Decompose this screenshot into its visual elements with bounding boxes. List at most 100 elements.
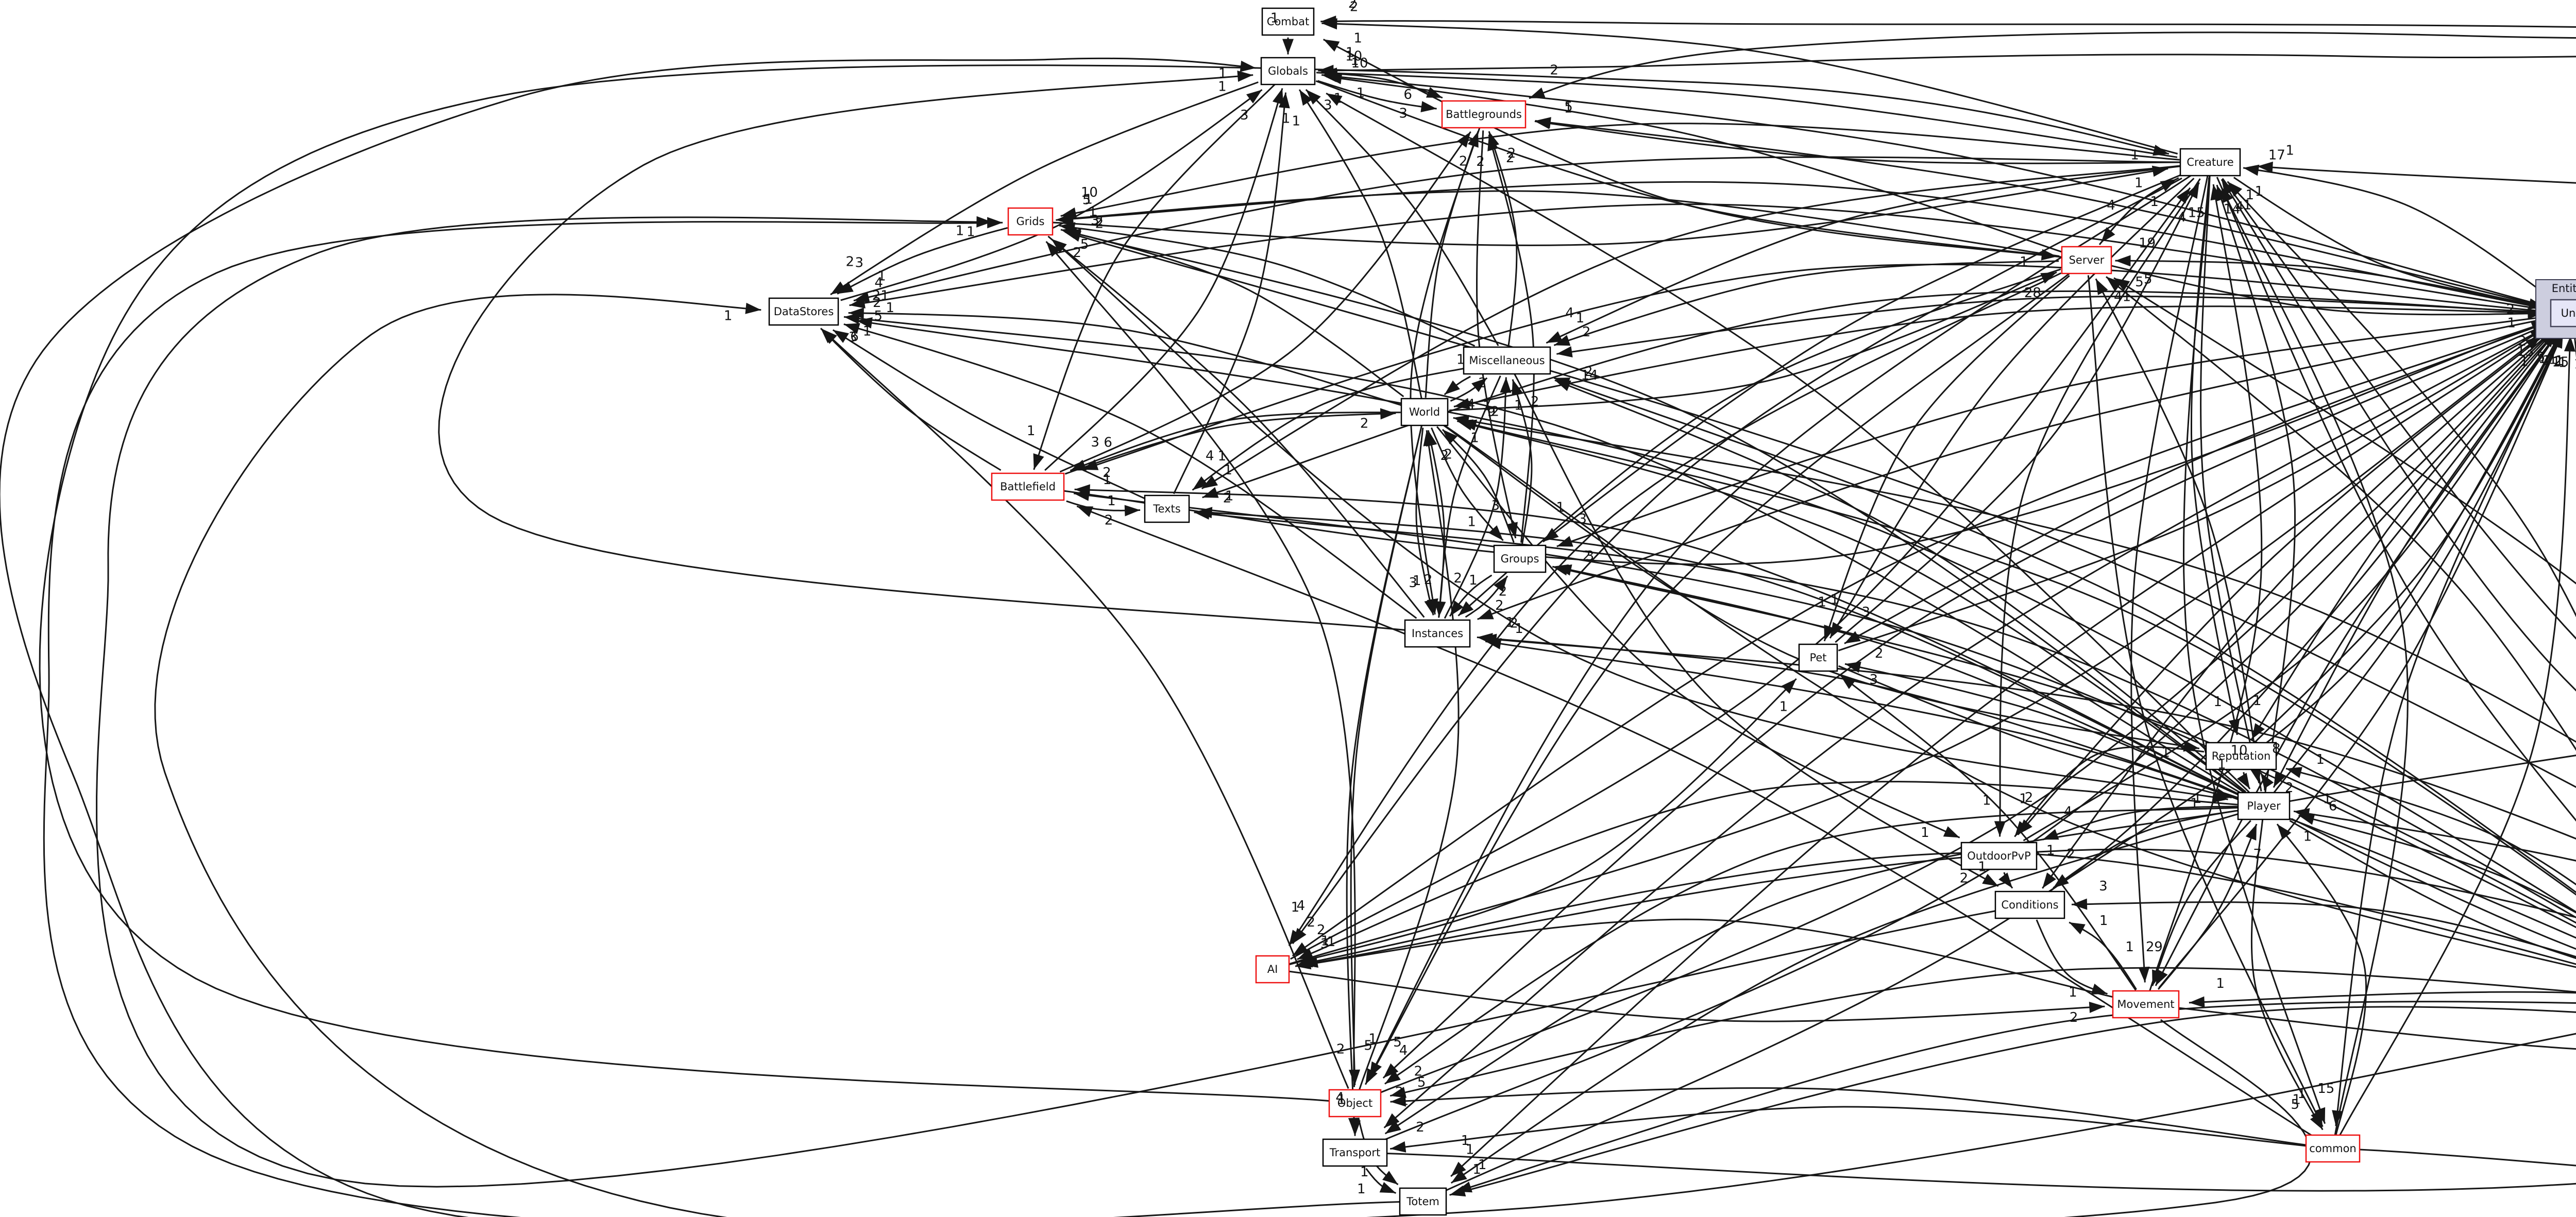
dependency-edge — [1556, 296, 2555, 355]
node-world[interactable]: World — [1400, 398, 1449, 426]
dependency-edge — [1346, 423, 1423, 1134]
dependency-edge — [1535, 120, 2555, 310]
edge-count-label: 1 — [1505, 615, 1514, 630]
node-texts-box[interactable] — [1144, 494, 1190, 523]
node-movement-box[interactable] — [2112, 990, 2180, 1019]
node-battlegrounds-label: Battlegrounds — [1446, 108, 1522, 121]
arrowhead-icon — [2176, 187, 2191, 204]
node-combat-box[interactable] — [1261, 7, 1315, 36]
node-globals[interactable]: Globals — [1260, 57, 1316, 85]
dependency-edge — [1297, 781, 2238, 961]
dependency-edge — [1060, 123, 2180, 217]
node-movement[interactable]: Movement — [2112, 990, 2180, 1019]
node-reputation-box[interactable] — [2205, 742, 2277, 770]
edge-count-label: 2 — [1416, 1120, 1425, 1135]
arrowhead-icon — [1289, 930, 1302, 946]
dependency-edge — [2335, 325, 2567, 1126]
dependency-edge — [1074, 488, 2245, 798]
dependency-edge — [1050, 238, 1425, 618]
node-battlefield-box[interactable] — [991, 472, 1065, 501]
node-battlefield[interactable]: Battlefield — [991, 472, 1065, 501]
node-grids[interactable]: Grids — [1007, 207, 1054, 236]
edge-count-label: 1 — [2125, 939, 2134, 955]
node-unit[interactable]: Unit — [2550, 299, 2576, 328]
node-instances[interactable]: Instances — [1404, 619, 1471, 648]
node-battlegrounds-box[interactable] — [1441, 100, 1527, 129]
dependency-edge — [1326, 92, 2250, 793]
dependency-edge — [2069, 921, 2137, 990]
node-creature-box[interactable] — [2179, 148, 2241, 177]
dependency-edge — [1410, 127, 1481, 615]
arrowhead-icon — [1074, 489, 1090, 501]
edge-count-label: 1 — [1831, 592, 1839, 607]
node-globals-box[interactable] — [1260, 57, 1316, 85]
node-player[interactable]: Player — [2237, 792, 2291, 820]
arrowhead-icon — [1458, 601, 1474, 616]
node-player-box[interactable] — [2237, 792, 2291, 820]
node-totem[interactable]: Totem — [1399, 1187, 1447, 1216]
dependency-edge — [2100, 177, 2179, 244]
edge-count-label: 2 — [846, 254, 855, 270]
arrowhead-icon — [2096, 279, 2108, 295]
node-world-box[interactable] — [1400, 398, 1449, 426]
node-conditions[interactable]: Conditions — [1994, 890, 2065, 919]
dependency-edge — [1838, 665, 2232, 799]
edge-count-label: 5 — [1564, 99, 1573, 115]
edge-count-label: 1 — [2549, 352, 2557, 368]
node-datastores-label: DataStores — [774, 305, 834, 318]
node-conditions-box[interactable] — [1994, 890, 2065, 919]
node-reputation[interactable]: Reputation — [2205, 742, 2277, 770]
node-object-box[interactable] — [1328, 1089, 1382, 1118]
edge-count-label: 2 — [2070, 1010, 2078, 1025]
node-combat[interactable]: Combat — [1261, 7, 1315, 36]
node-groups[interactable]: Groups — [1493, 544, 1547, 573]
node-totem-box[interactable] — [1399, 1187, 1447, 1216]
node-creature[interactable]: Creature — [2179, 148, 2241, 177]
node-object[interactable]: Object — [1328, 1089, 1382, 1118]
edge-count-label: 1 — [2020, 254, 2028, 270]
edge-count-label: 1 — [724, 308, 733, 324]
node-groups-box[interactable] — [1493, 544, 1547, 573]
arrowhead-icon — [2245, 824, 2257, 841]
node-datastores[interactable]: DataStores — [768, 297, 839, 326]
node-server-box[interactable] — [2061, 246, 2112, 275]
edge-count-label: 2 — [1453, 571, 1462, 586]
edge-count-label: 9 — [1487, 404, 1496, 420]
node-transport[interactable]: Transport — [1322, 1138, 1388, 1167]
edge-count-label: 1 — [1514, 398, 1523, 413]
node-ai[interactable]: AI — [1255, 955, 1290, 984]
node-battlegrounds[interactable]: Battlegrounds — [1441, 100, 1527, 129]
edge-count-label: 1 — [1282, 111, 1291, 126]
node-server[interactable]: Server — [2061, 246, 2112, 275]
node-pet-box[interactable] — [1798, 643, 1838, 672]
node-miscellaneous-box[interactable] — [1463, 346, 1551, 375]
dependency-edge — [1829, 178, 2195, 639]
edge-count-label: 1 — [1472, 1162, 1481, 1177]
node-ai-box[interactable] — [1255, 955, 1290, 984]
node-grids-box[interactable] — [1007, 207, 1054, 236]
node-instances-box[interactable] — [1404, 619, 1471, 648]
node-common[interactable]: common — [2305, 1134, 2361, 1163]
node-common-box[interactable] — [2305, 1134, 2361, 1163]
edge-count-label: 1 — [2555, 353, 2564, 369]
arrowhead-icon — [1481, 633, 1497, 645]
dependency-edge — [1415, 427, 1434, 615]
dependency-edge — [2221, 179, 2576, 692]
arrowhead-icon — [2153, 145, 2169, 156]
node-pet[interactable]: Pet — [1798, 643, 1838, 672]
node-outdoorpvp[interactable]: OutdoorPvP — [1960, 842, 2038, 870]
node-datastores-box[interactable] — [768, 297, 839, 326]
arrowhead-icon — [2564, 336, 2575, 352]
dependency-edge — [1553, 377, 2576, 894]
dependency-edge — [2291, 818, 2576, 950]
node-miscellaneous[interactable]: Miscellaneous — [1463, 346, 1551, 375]
edge-count-label: 1 — [2297, 1086, 2306, 1102]
node-transport-box[interactable] — [1322, 1138, 1388, 1167]
node-texts[interactable]: Texts — [1144, 494, 1190, 523]
edge-count-label: 5 — [1393, 1035, 1402, 1050]
node-outdoorpvp-box[interactable] — [1960, 842, 2038, 870]
arrowhead-icon — [2014, 821, 2029, 837]
node-unit-box[interactable] — [2550, 299, 2576, 328]
